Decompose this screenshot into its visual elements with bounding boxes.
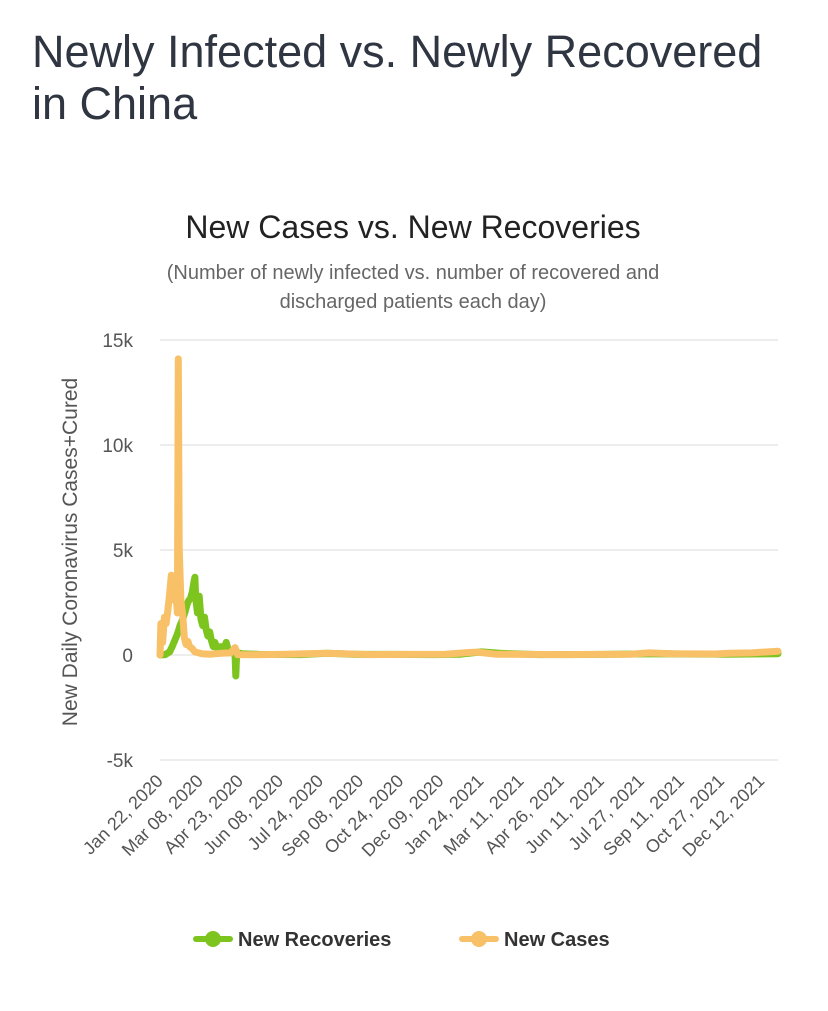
series-line-new-recoveries: [156, 573, 782, 680]
legend-swatch-marker: [205, 931, 221, 947]
series-line-new-cases: [156, 355, 782, 659]
legend-swatch-marker: [471, 931, 487, 947]
legend-label: New Cases: [504, 929, 610, 951]
chart-subtitle-line-1: (Number of newly infected vs. number of …: [167, 262, 659, 284]
grid-lines: [160, 339, 778, 761]
y-tick-labels: 15k 10k 5k 0 -5k: [102, 331, 133, 772]
y-tick-label: 15k: [102, 331, 133, 352]
legend-label: New Recoveries: [238, 929, 391, 951]
y-tick-label: 0: [122, 646, 133, 667]
chart-title: New Cases vs. New Recoveries: [185, 209, 640, 245]
legend: New Recoveries New Cases: [193, 929, 610, 951]
y-tick-label: -5k: [107, 751, 134, 772]
series-lines: [156, 355, 782, 680]
y-tick-label: 5k: [113, 541, 134, 562]
legend-item-new-cases[interactable]: New Cases: [459, 929, 610, 951]
y-axis-label: New Daily Coronavirus Cases+Cured: [59, 378, 82, 726]
y-tick-label: 10k: [102, 436, 133, 457]
legend-item-new-recoveries[interactable]: New Recoveries: [193, 929, 391, 951]
chart-subtitle-line-2: discharged patients each day): [280, 291, 547, 313]
page-title: Newly Infected vs. Newly Recovered in Ch…: [32, 26, 763, 129]
